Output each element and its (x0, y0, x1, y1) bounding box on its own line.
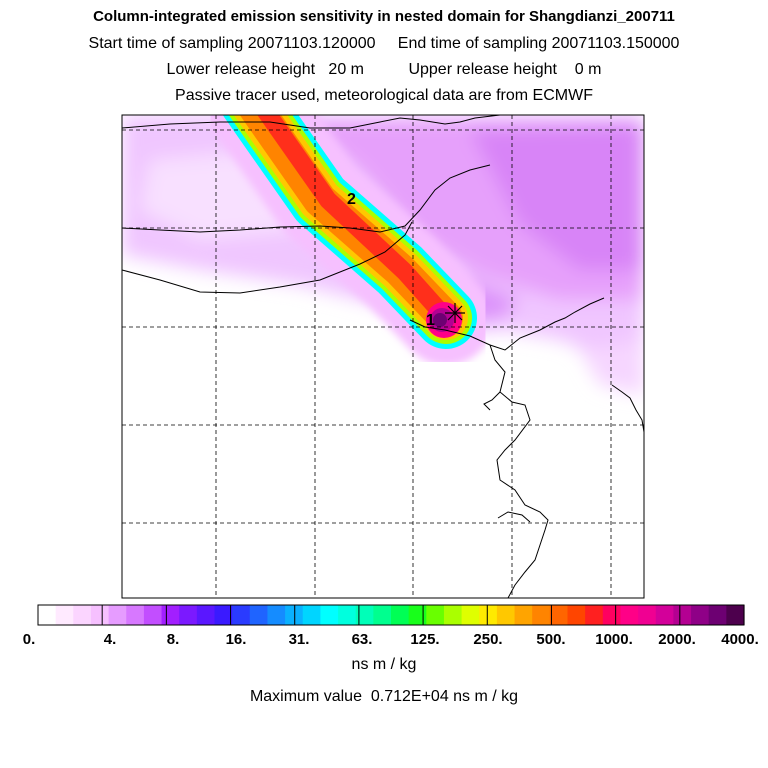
colorbar-tick-label: 250. (473, 631, 503, 648)
colorbar-swatch (426, 605, 445, 625)
colorbar-swatch (232, 605, 251, 625)
colorbar-swatch (461, 605, 480, 625)
colorbar-swatch (479, 605, 498, 625)
colorbar-tick-label: 31. (288, 631, 310, 648)
colorbar-swatch (196, 605, 216, 625)
colorbar-tick-label: 4000. (721, 631, 759, 648)
colorbar-swatch (126, 605, 145, 625)
colorbar (38, 605, 745, 625)
map-frame (121, 114, 645, 599)
colorbar-tick-label: 500. (536, 631, 566, 648)
colorbar-swatch (496, 605, 516, 625)
colorbar-swatch (55, 605, 74, 625)
colorbar-swatch (585, 605, 604, 625)
colorbar-swatch (338, 605, 357, 625)
colorbar-swatch (408, 605, 427, 625)
receptor-marker (445, 303, 465, 323)
colorbar-swatch (602, 605, 622, 625)
colorbar-tick-label: 0. (22, 631, 36, 648)
colorbar-swatch (391, 605, 410, 625)
colorbar-tick-label: 125. (410, 631, 440, 648)
colorbar-swatch (73, 605, 92, 625)
colorbar-swatch (567, 605, 586, 625)
release-heights: Lower release height 20 m Upper release … (166, 61, 602, 78)
colorbar-tick-label: 8. (166, 631, 180, 648)
colorbar-tick-label: 2000. (658, 631, 696, 648)
colorbar-swatch (267, 605, 286, 625)
maximum-value: Maximum value 0.712E+04 ns m / kg (249, 688, 519, 705)
colorbar-tick-label: 1000. (595, 631, 633, 648)
colorbar-swatch (673, 605, 692, 625)
colorbar-swatch (161, 605, 180, 625)
colorbar-swatch (655, 605, 674, 625)
colorbar-frame (37, 604, 745, 626)
colorbar-swatch (549, 605, 569, 625)
colorbar-swatch (514, 605, 533, 625)
colorbar-swatch (373, 605, 392, 625)
sampling-times: Start time of sampling 20071103.120000 E… (88, 35, 680, 52)
colorbar-swatch (532, 605, 551, 625)
colorbar-swatch (179, 605, 198, 625)
colorbar-swatch (143, 605, 163, 625)
colorbar-swatch (249, 605, 269, 625)
colorbar-swatch (90, 605, 110, 625)
tracer-info: Passive tracer used, meteorological data… (175, 87, 593, 104)
colorbar-swatch (320, 605, 339, 625)
colorbar-tick-label: 4. (103, 631, 117, 648)
graticule (122, 115, 644, 598)
colorbar-swatch (108, 605, 127, 625)
colorbar-swatch (620, 605, 639, 625)
colorbar-swatch (443, 605, 463, 625)
marker-label-1: 1 (426, 312, 435, 329)
plume (205, 115, 494, 366)
coastlines (122, 115, 644, 598)
map-panel: 1 2 (122, 115, 644, 598)
colorbar-swatch (302, 605, 321, 625)
colorbar-unit: ns m / kg (351, 656, 417, 673)
colorbar-swatch (38, 605, 57, 625)
colorbar-tick-label: 16. (225, 631, 247, 648)
map-title: Column-integrated emission sensitivity i… (93, 8, 675, 25)
colorbar-tick-label: 63. (351, 631, 373, 648)
colorbar-swatch (691, 605, 710, 625)
colorbar-swatch (638, 605, 657, 625)
colorbar-swatch (355, 605, 374, 625)
colorbar-swatch (285, 605, 304, 625)
colorbar-swatch (726, 605, 745, 625)
marker-label-2: 2 (347, 191, 356, 208)
colorbar-swatch (214, 605, 233, 625)
colorbar-swatch (708, 605, 727, 625)
